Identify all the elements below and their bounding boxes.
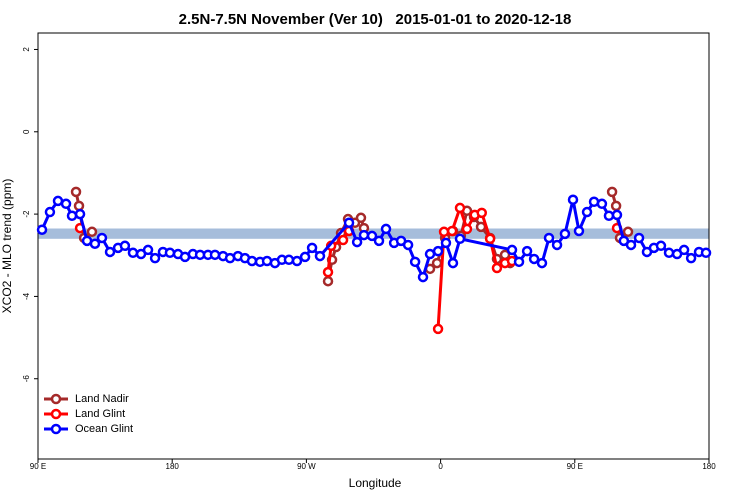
data-point [246, 255, 258, 267]
data-point [506, 244, 518, 256]
data-point [119, 240, 131, 252]
data-point [164, 247, 176, 259]
data-point [70, 186, 82, 198]
data-point [581, 206, 593, 218]
data-point [86, 226, 98, 238]
data-point [417, 271, 429, 283]
y-axis-label: XCO2 - MLO trend (ppm) [0, 179, 14, 314]
legend-label: Ocean Glint [75, 423, 133, 435]
data-point [559, 228, 571, 240]
data-point [142, 244, 154, 256]
data-point [283, 254, 295, 266]
data-point [528, 253, 540, 265]
data-point [402, 239, 414, 251]
data-point [322, 275, 334, 287]
data-point [610, 200, 622, 212]
data-point [127, 247, 139, 259]
data-point [432, 245, 444, 257]
data-point [536, 257, 548, 269]
legend-marker [50, 393, 62, 405]
data-point [209, 249, 221, 261]
chart-title: 2.5N-7.5N November (Ver 10) 2015-01-01 t… [179, 11, 572, 28]
data-point [454, 233, 466, 245]
data-point [291, 255, 303, 267]
x-tick-label: 180 [166, 462, 180, 471]
data-point [685, 252, 697, 264]
data-point [625, 239, 637, 251]
x-tick-label: 90 E [30, 462, 46, 471]
data-point [60, 198, 72, 210]
data-point [380, 223, 392, 235]
x-tick-label: 90 W [297, 462, 316, 471]
data-point [513, 256, 525, 268]
data-point [149, 252, 161, 264]
data-point [596, 198, 608, 210]
data-point [491, 262, 503, 274]
data-point [543, 232, 555, 244]
data-point [440, 237, 452, 249]
data-point [322, 266, 334, 278]
data-point [476, 207, 488, 219]
data-point [314, 250, 326, 262]
data-point [36, 224, 48, 235]
data-point [446, 225, 458, 237]
data-point [89, 238, 101, 249]
data-point [447, 257, 459, 269]
data-point [603, 210, 615, 221]
data-point [306, 242, 318, 254]
data-point [73, 200, 85, 212]
data-point [521, 245, 533, 257]
data-point [633, 232, 645, 244]
data-point [431, 257, 443, 269]
data-point [606, 186, 618, 198]
series-line [328, 208, 617, 329]
x-axis-label: Longitude [349, 476, 402, 490]
x-tick-label: 0 [438, 462, 443, 471]
y-tick-label: 2 [22, 47, 31, 52]
data-point [355, 212, 367, 224]
data-point [52, 195, 64, 207]
data-point [484, 233, 496, 245]
plot-frame [37, 32, 710, 460]
data-point [438, 226, 450, 238]
y-tick-label: 0 [22, 129, 31, 134]
data-point [655, 240, 667, 252]
data-point [622, 226, 634, 238]
data-point [409, 256, 421, 268]
data-point [337, 234, 349, 246]
data-point [424, 248, 436, 260]
data-point [551, 239, 563, 251]
data-point [678, 244, 690, 256]
data-point [104, 246, 116, 258]
legend-label: Land Glint [75, 408, 125, 420]
y-tick-label: -6 [22, 375, 31, 383]
data-point [96, 232, 108, 244]
x-tick-label: 180 [702, 462, 716, 471]
data-point [432, 323, 444, 335]
data-point [351, 236, 363, 248]
data-point [700, 247, 712, 259]
data-point [74, 208, 86, 220]
data-point [299, 251, 311, 263]
x-tick-label: 90 E [567, 462, 583, 471]
legend-label: Land Nadir [75, 393, 129, 405]
y-tick-label: -4 [22, 292, 31, 300]
legend-marker [50, 408, 62, 420]
y-tick-label: -2 [22, 210, 31, 218]
data-point [454, 202, 466, 214]
data-point [44, 206, 56, 218]
data-point [611, 209, 623, 221]
data-point [663, 247, 675, 259]
data-point [567, 194, 579, 205]
data-point [343, 217, 355, 228]
data-point [373, 235, 385, 247]
data-point [66, 210, 78, 221]
legend-marker [50, 423, 62, 435]
data-point [573, 225, 585, 237]
data-point [461, 223, 473, 235]
data-point [358, 229, 370, 241]
data-point [366, 230, 378, 242]
